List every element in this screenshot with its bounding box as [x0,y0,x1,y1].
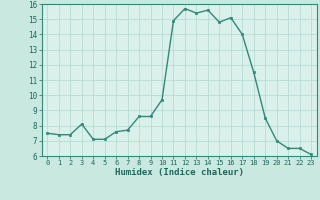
X-axis label: Humidex (Indice chaleur): Humidex (Indice chaleur) [115,168,244,177]
